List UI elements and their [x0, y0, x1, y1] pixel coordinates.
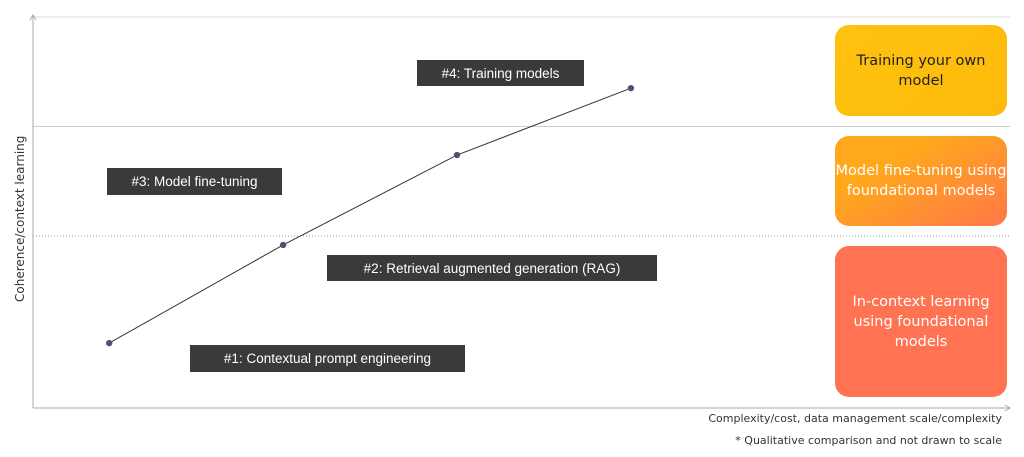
y-axis-arrow-icon: [29, 14, 37, 21]
x-axis-label: Complexity/cost, data management scale/c…: [708, 412, 1002, 425]
y-axis-label: Coherence/context learning: [13, 135, 27, 302]
data-point-3: [453, 151, 461, 159]
series-line: [108, 87, 632, 344]
label-contextual-prompt: #1: Contextual prompt engineering: [190, 345, 465, 372]
footnote: * Qualitative comparison and not drawn t…: [735, 434, 1002, 447]
label-training-models: #4: Training models: [417, 60, 584, 86]
label-model-fine-tuning: #3: Model fine-tuning: [107, 168, 282, 195]
zone-in-context-learning: In-context learning using foundational m…: [835, 246, 1007, 397]
data-point-1: [106, 339, 113, 347]
data-point-4: [627, 84, 635, 92]
zone-fine-tuning: Model fine-tuning using foundational mod…: [835, 136, 1007, 226]
x-axis-arrow-icon: [1004, 404, 1011, 412]
label-rag: #2: Retrieval augmented generation (RAG): [327, 255, 657, 281]
zone-training-own-model: Training your own model: [835, 25, 1007, 116]
data-point-2: [279, 241, 287, 249]
